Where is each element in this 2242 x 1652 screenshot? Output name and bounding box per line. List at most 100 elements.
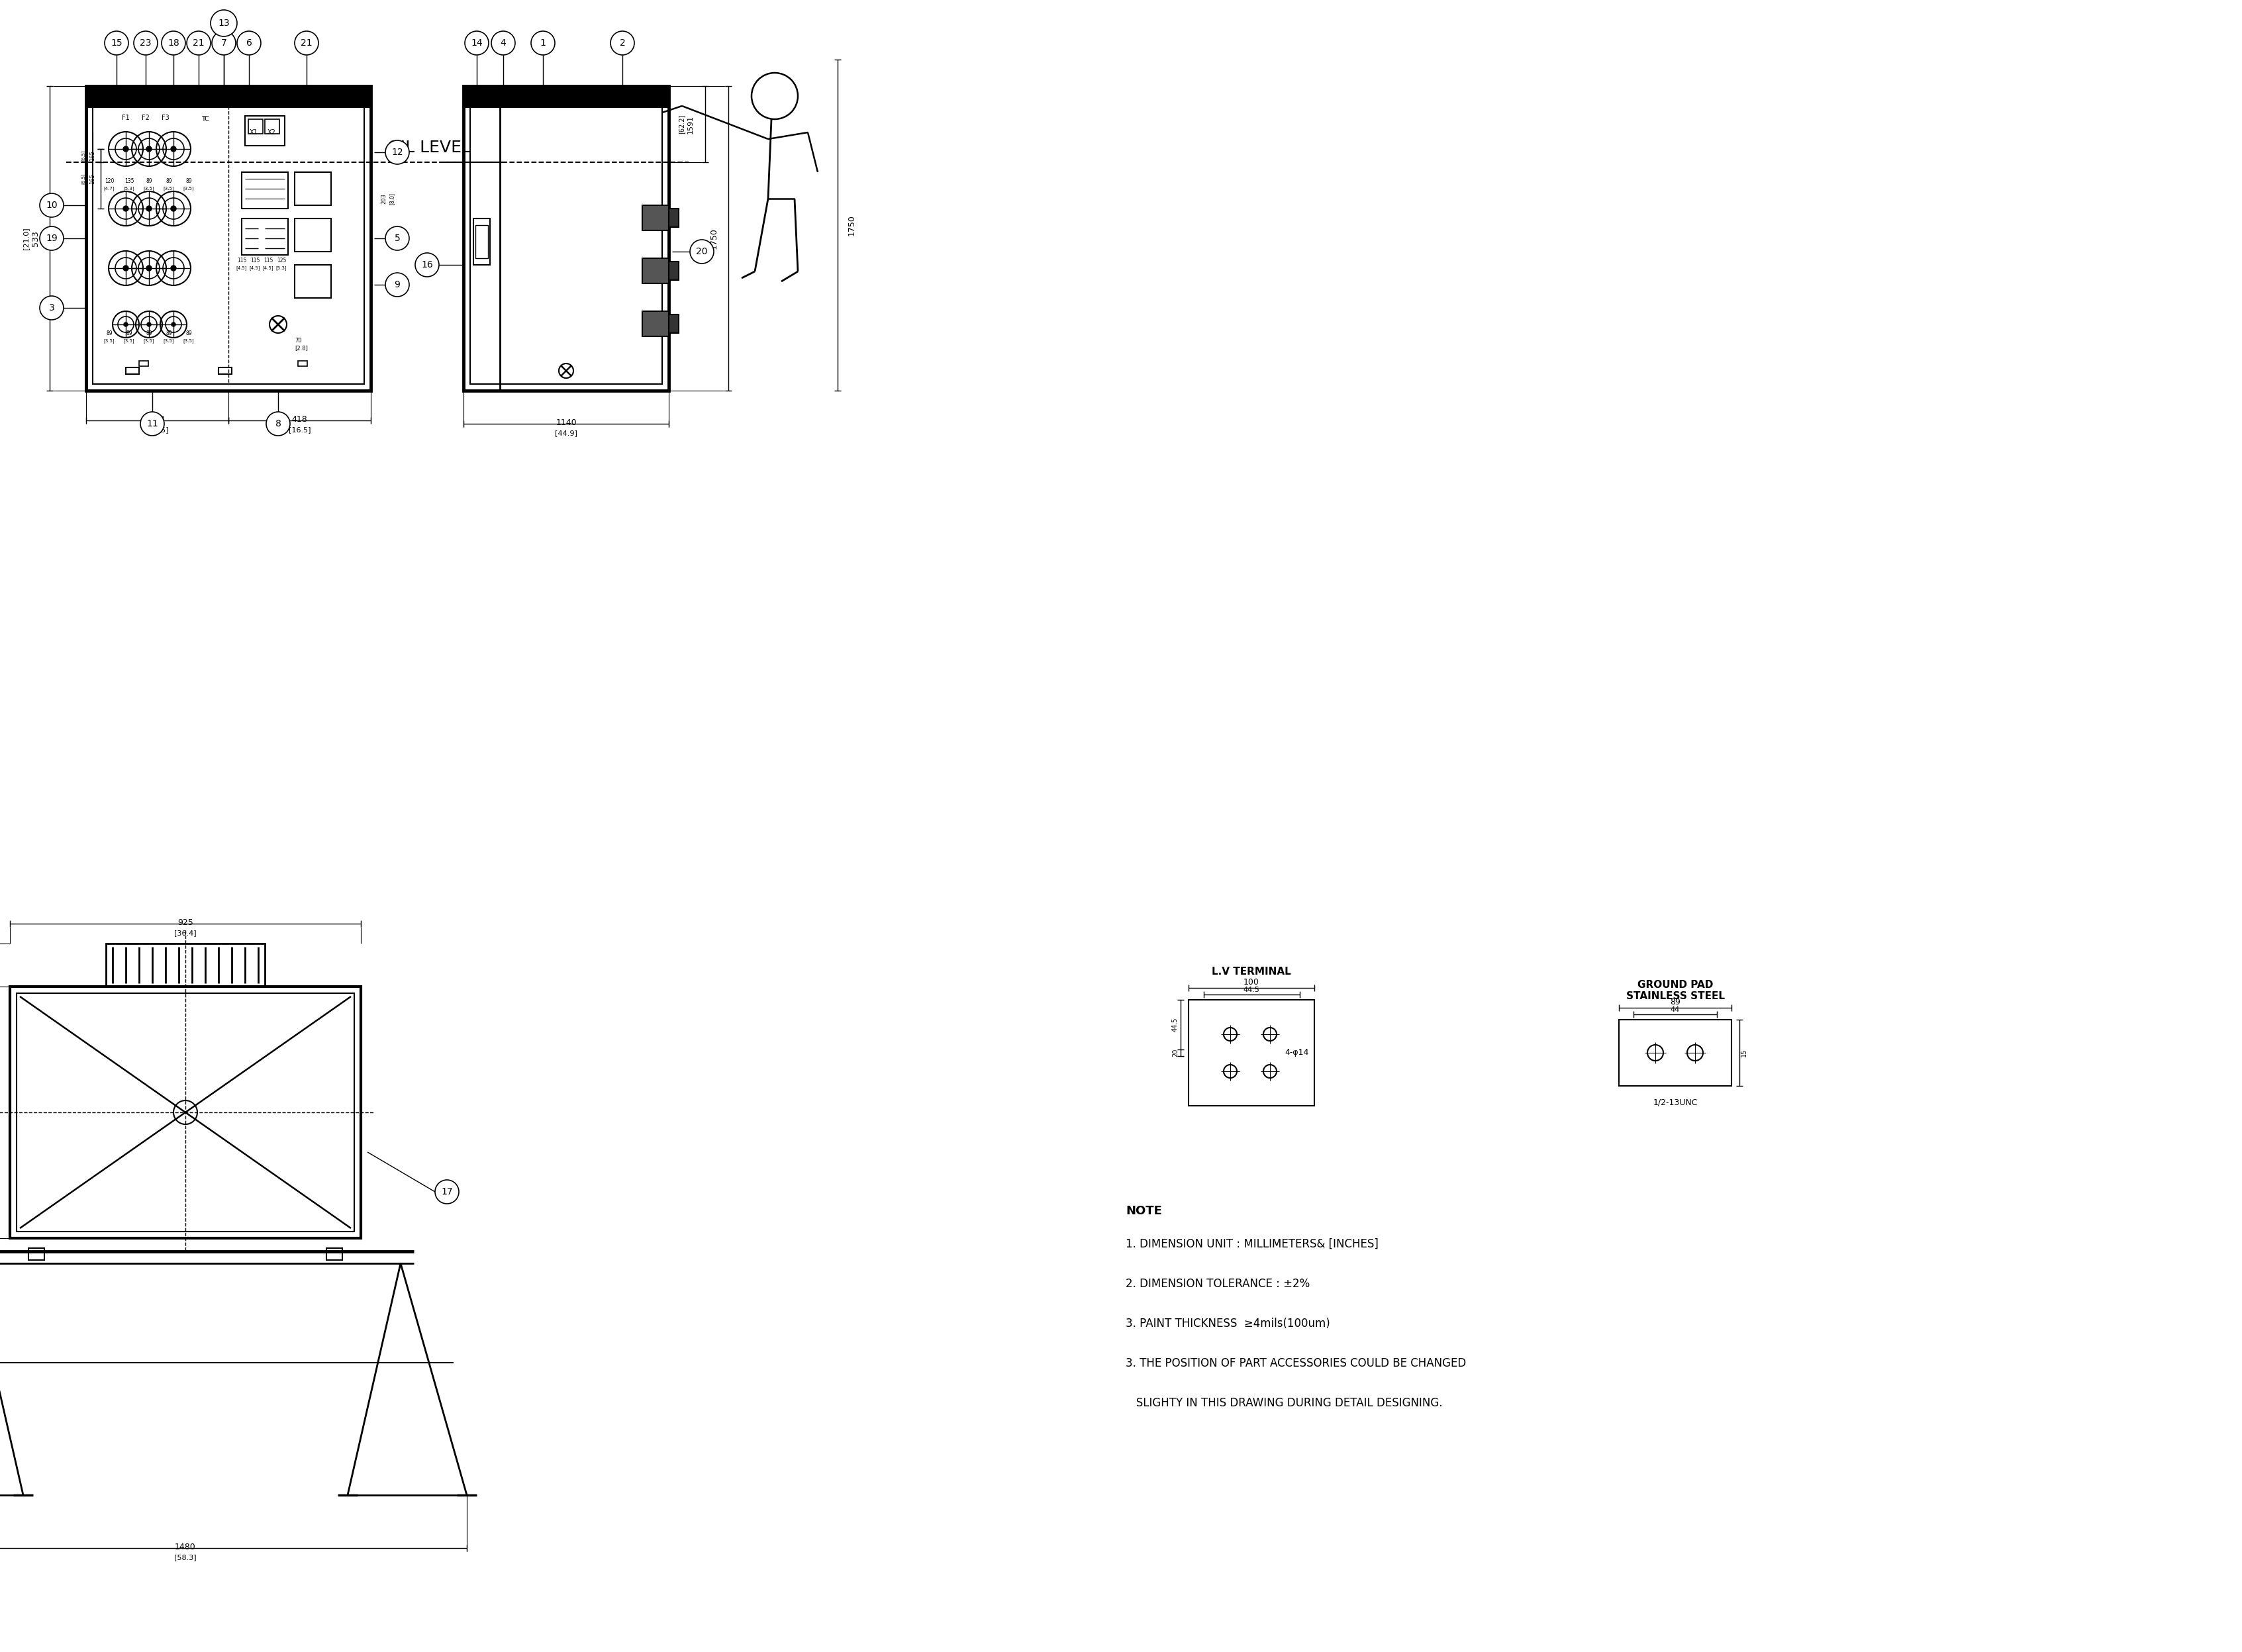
- Text: 15: 15: [1740, 1049, 1747, 1057]
- Circle shape: [491, 31, 516, 55]
- Circle shape: [691, 240, 713, 264]
- Text: OIL LEVEL: OIL LEVEL: [388, 140, 471, 155]
- Circle shape: [146, 147, 152, 152]
- Text: 1750: 1750: [847, 215, 856, 236]
- Text: [4.5]: [4.5]: [262, 266, 274, 271]
- Text: [3.5]: [3.5]: [184, 339, 195, 344]
- Bar: [668, 261, 679, 281]
- Bar: [249, 119, 262, 134]
- Circle shape: [161, 31, 186, 55]
- Text: 18: 18: [168, 38, 179, 48]
- Circle shape: [464, 31, 489, 55]
- Text: X1: X1: [249, 129, 258, 135]
- Text: 20: 20: [1173, 1049, 1179, 1057]
- Text: 17: 17: [442, 1188, 453, 1196]
- Circle shape: [170, 266, 177, 271]
- Text: [4.7]: [4.7]: [103, 187, 114, 190]
- Text: [3.5]: [3.5]: [143, 187, 155, 190]
- Circle shape: [146, 206, 152, 211]
- Text: 21: 21: [300, 38, 312, 48]
- Text: [16.5]: [16.5]: [146, 426, 168, 433]
- Text: [5.3]: [5.3]: [123, 187, 135, 190]
- Text: SLIGHTY IN THIS DRAWING DURING DETAIL DESIGNING.: SLIGHTY IN THIS DRAWING DURING DETAIL DE…: [1125, 1398, 1442, 1409]
- Text: NOTE: NOTE: [1125, 1204, 1161, 1218]
- Circle shape: [170, 206, 177, 211]
- Text: 44: 44: [1670, 1006, 1679, 1013]
- Circle shape: [123, 322, 128, 327]
- Text: [36.4]: [36.4]: [175, 930, 197, 937]
- Text: 20: 20: [695, 246, 708, 256]
- Text: 203: 203: [381, 193, 386, 203]
- Bar: [242, 218, 287, 254]
- Text: [58.3]: [58.3]: [175, 1555, 197, 1561]
- Circle shape: [170, 322, 175, 327]
- Text: [3.5]: [3.5]: [164, 187, 175, 190]
- Bar: [641, 311, 668, 337]
- Circle shape: [238, 31, 260, 55]
- Text: [16.5]: [16.5]: [289, 426, 312, 433]
- Text: 9: 9: [395, 281, 401, 289]
- Bar: [294, 218, 332, 251]
- Circle shape: [610, 31, 634, 55]
- Text: 89: 89: [146, 178, 152, 183]
- Text: 1480: 1480: [175, 1543, 195, 1551]
- Circle shape: [40, 193, 63, 216]
- Text: 89: 89: [166, 178, 173, 183]
- Text: 44.5: 44.5: [1244, 986, 1260, 993]
- Circle shape: [135, 31, 157, 55]
- Text: [3.5]: [3.5]: [123, 339, 135, 344]
- Bar: [294, 172, 332, 205]
- Bar: [475, 225, 489, 258]
- Circle shape: [141, 411, 164, 436]
- Text: [3.5]: [3.5]: [143, 339, 155, 344]
- Text: 44.5: 44.5: [1173, 1018, 1179, 1032]
- Text: [6.5]: [6.5]: [81, 173, 85, 185]
- Bar: [85, 86, 370, 101]
- Circle shape: [386, 226, 410, 251]
- Text: 89: 89: [1670, 998, 1682, 1006]
- Circle shape: [123, 147, 128, 152]
- Bar: [9, 986, 361, 1237]
- Text: 11: 11: [146, 420, 159, 428]
- Text: 6: 6: [247, 38, 251, 48]
- Text: [5.3]: [5.3]: [276, 266, 287, 271]
- Text: [6.5]: [6.5]: [81, 150, 85, 162]
- Text: 12: 12: [392, 147, 404, 157]
- Text: 1140: 1140: [556, 418, 576, 428]
- Text: 70
[2.8]: 70 [2.8]: [294, 339, 307, 350]
- Text: 115: 115: [238, 258, 247, 264]
- Text: 89: 89: [146, 330, 152, 337]
- Text: 89: 89: [105, 330, 112, 337]
- Text: 21: 21: [193, 38, 204, 48]
- Bar: [464, 86, 668, 101]
- Circle shape: [170, 147, 177, 152]
- Text: [44.9]: [44.9]: [556, 430, 578, 436]
- Bar: [294, 264, 332, 297]
- Text: TC: TC: [202, 116, 209, 122]
- Text: 15: 15: [110, 38, 123, 48]
- Circle shape: [415, 253, 439, 278]
- Text: L.V TERMINAL: L.V TERMINAL: [1211, 966, 1291, 976]
- Text: 3: 3: [49, 304, 54, 312]
- Text: 7: 7: [222, 38, 226, 48]
- Circle shape: [146, 266, 152, 271]
- Text: 418: 418: [150, 415, 166, 425]
- Text: F2: F2: [141, 114, 150, 121]
- Circle shape: [267, 411, 289, 436]
- Text: 8: 8: [276, 420, 280, 428]
- Text: [8.0]: [8.0]: [388, 193, 395, 205]
- Bar: [668, 208, 679, 226]
- Circle shape: [123, 266, 128, 271]
- Text: 100: 100: [1244, 978, 1260, 986]
- Text: 115: 115: [262, 258, 274, 264]
- Text: 135: 135: [123, 178, 135, 183]
- Text: 23: 23: [139, 38, 152, 48]
- Text: 19: 19: [45, 233, 58, 243]
- Text: 4: 4: [500, 38, 507, 48]
- Text: X2: X2: [267, 129, 276, 135]
- Bar: [1188, 999, 1314, 1105]
- Circle shape: [531, 31, 554, 55]
- Text: 89: 89: [126, 330, 132, 337]
- Text: 115: 115: [251, 258, 260, 264]
- Text: 89: 89: [186, 178, 193, 183]
